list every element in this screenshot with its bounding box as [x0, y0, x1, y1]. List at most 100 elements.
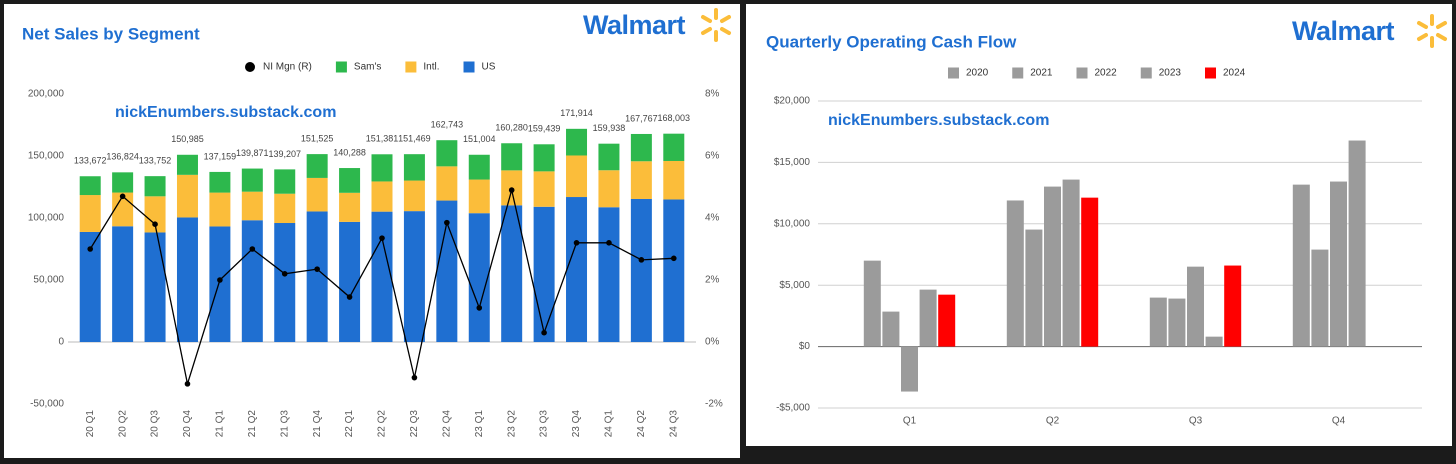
y-tick-label: 100,000	[28, 213, 65, 224]
bar	[144, 196, 166, 233]
total-label: 150,985	[171, 134, 204, 144]
total-label: 162,743	[431, 120, 464, 130]
bar	[112, 172, 134, 193]
bar	[882, 311, 900, 347]
legend-label: 2024	[1223, 68, 1246, 79]
legend-label: 2022	[1095, 68, 1118, 79]
bar	[274, 223, 296, 342]
y-tick-label: $5,000	[779, 280, 810, 291]
total-label: 151,525	[301, 133, 334, 143]
line-point	[411, 374, 418, 381]
total-label: 139,207	[268, 149, 301, 159]
bar	[533, 144, 555, 172]
line-point	[541, 329, 547, 336]
legend-swatch	[463, 61, 475, 73]
bar	[144, 176, 166, 197]
y2-tick-label: 8%	[705, 89, 720, 100]
x-tick-label: 21 Q1	[215, 410, 226, 438]
bar	[176, 174, 198, 218]
line-point	[249, 246, 256, 252]
bar	[339, 168, 361, 193]
line-point	[638, 257, 645, 263]
y-tick-label: -$5,000	[776, 403, 810, 414]
legend-swatch	[948, 67, 959, 79]
bar	[209, 192, 231, 227]
x-tick-label: 23 Q3	[539, 410, 550, 438]
y-tick-label: 0	[58, 337, 64, 348]
legend-swatch	[335, 61, 347, 73]
bar	[501, 205, 523, 342]
line-point	[670, 255, 677, 262]
bar	[598, 143, 620, 171]
bar	[436, 166, 458, 201]
bar	[863, 260, 881, 347]
y2-tick-label: 6%	[705, 151, 720, 162]
x-tick-label: 21 Q4	[312, 410, 323, 438]
spark-icon	[701, 8, 731, 42]
bar	[339, 221, 361, 342]
x-tick-label: 24 Q1	[604, 410, 615, 438]
bar	[630, 133, 652, 162]
bar	[403, 180, 425, 212]
bar	[306, 154, 328, 178]
bar	[371, 211, 393, 342]
bar	[468, 154, 490, 180]
legend-label: 2020	[966, 68, 989, 79]
legend-label: US	[482, 62, 496, 73]
total-label: 151,469	[398, 134, 431, 144]
bar	[1149, 297, 1167, 347]
x-tick-label: 24 Q3	[668, 410, 679, 438]
bar	[919, 289, 937, 347]
x-tick-label: Q2	[1046, 416, 1060, 427]
x-tick-label: 22 Q3	[409, 410, 420, 438]
total-label: 133,752	[139, 156, 172, 166]
x-tick-label: 20 Q1	[85, 410, 96, 438]
bar	[663, 160, 685, 200]
x-tick-label: 22 Q4	[441, 410, 452, 438]
chart-title: Net Sales by Segment	[22, 24, 200, 43]
total-label: 136,824	[106, 152, 139, 162]
line-point	[281, 271, 288, 277]
total-label: 168,003	[658, 113, 691, 123]
bar	[566, 197, 588, 342]
bar	[566, 155, 588, 198]
line-point	[119, 193, 126, 200]
y-tick-label: 200,000	[28, 89, 65, 100]
bar	[79, 176, 101, 196]
total-label: 159,938	[593, 123, 626, 133]
total-label: 137,159	[204, 151, 237, 161]
bar	[1224, 265, 1242, 347]
bar	[209, 226, 231, 342]
total-label: 140,288	[333, 147, 366, 157]
bar	[598, 207, 620, 342]
legend-swatch	[1205, 67, 1216, 79]
bar	[112, 226, 134, 342]
line-point	[346, 294, 353, 300]
bar	[209, 171, 231, 193]
x-tick-label: 22 Q2	[377, 410, 388, 438]
bar	[1062, 179, 1080, 347]
bar	[501, 143, 523, 171]
total-label: 160,280	[495, 123, 528, 133]
bar	[630, 161, 652, 199]
line-point	[379, 235, 385, 241]
bar	[79, 195, 101, 232]
legend-swatch	[405, 61, 417, 73]
bar	[901, 346, 918, 392]
bar	[566, 128, 588, 156]
bar	[306, 211, 328, 342]
bar	[630, 198, 652, 342]
legend-label: NI Mgn (R)	[263, 62, 312, 73]
y2-tick-label: 2%	[705, 275, 720, 286]
bar	[1168, 298, 1186, 347]
x-tick-label: Q4	[1332, 416, 1346, 427]
line-point	[508, 187, 515, 193]
bar	[79, 231, 101, 342]
legend-swatch	[245, 62, 255, 72]
bar	[274, 169, 296, 194]
y-tick-label: 150,000	[28, 151, 65, 162]
y2-tick-label: -2%	[705, 399, 723, 410]
line-point	[444, 219, 450, 226]
x-tick-label: 20 Q2	[117, 410, 128, 438]
